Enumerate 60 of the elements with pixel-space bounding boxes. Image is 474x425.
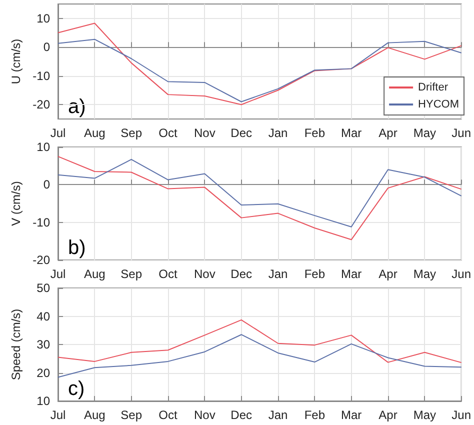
y-tick-label: 0: [43, 178, 50, 192]
line-series: [58, 334, 462, 378]
legend-label: HYCOM: [418, 98, 460, 110]
x-tick-label: Dec: [230, 408, 252, 422]
y-tick-label: 50: [36, 281, 50, 295]
x-tick-label: Sep: [120, 267, 142, 281]
x-tick-label: Nov: [194, 126, 216, 140]
x-tick-label: Oct: [158, 267, 178, 281]
y-axis-title: V (cm/s): [8, 181, 23, 226]
y-tick-label: -10: [32, 68, 50, 83]
x-tick-label: Jul: [50, 126, 66, 140]
x-tick-label: Dec: [230, 126, 252, 140]
y-axis-title: U (cm/s): [8, 38, 23, 84]
x-tick-label: Apr: [378, 408, 398, 422]
x-tick-label: Jan: [268, 408, 288, 422]
x-tick-label: Jul: [50, 267, 66, 281]
x-tick-label: Apr: [378, 267, 398, 281]
x-tick-label: May: [413, 126, 436, 140]
x-tick-label: Oct: [158, 126, 178, 140]
x-tick-label: Nov: [194, 267, 216, 281]
x-tick-label: Dec: [230, 267, 252, 281]
x-tick-label: Aug: [84, 267, 106, 281]
x-tick-label: Jun: [452, 408, 472, 422]
y-tick-label: 10: [36, 140, 50, 154]
x-tick-label: Sep: [120, 408, 142, 422]
y-tick-label: 30: [36, 338, 50, 352]
x-tick-label: Mar: [340, 126, 362, 140]
x-tick-label: Sep: [120, 126, 142, 140]
x-tick-label: Aug: [84, 408, 106, 422]
x-tick-label: Feb: [304, 408, 326, 422]
x-tick-label: Feb: [304, 267, 326, 281]
y-tick-label: -10: [32, 215, 50, 230]
y-tick-label: 20: [36, 366, 50, 380]
x-tick-label: Nov: [194, 408, 216, 422]
annotation: c): [68, 378, 85, 400]
x-tick-label: Feb: [304, 126, 326, 140]
y-tick-label: -20: [32, 253, 50, 267]
line-series: [58, 319, 462, 364]
x-tick-label: Jul: [50, 408, 66, 422]
annotation: b): [68, 237, 86, 259]
x-tick-label: Jan: [268, 267, 288, 281]
x-tick-label: Mar: [340, 408, 362, 422]
y-tick-label: 40: [36, 309, 50, 324]
y-tick-label: 0: [43, 40, 50, 54]
y-tick-label: 10: [36, 11, 50, 26]
x-tick-label: Oct: [158, 408, 178, 422]
y-tick-label: 10: [36, 394, 50, 408]
x-tick-label: Jan: [268, 126, 288, 140]
x-tick-label: Mar: [340, 267, 362, 281]
y-axis-title: Speed (cm/s): [9, 308, 23, 380]
y-tick-label: -20: [32, 98, 50, 112]
legend-label: Drifter: [418, 82, 448, 94]
x-tick-label: Apr: [378, 126, 398, 140]
x-tick-label: May: [413, 267, 436, 281]
x-tick-label: Jun: [452, 126, 472, 140]
x-tick-label: Aug: [84, 126, 106, 140]
line-series: [58, 158, 462, 228]
line-series: [58, 156, 462, 240]
x-tick-label: May: [413, 408, 436, 422]
x-tick-label: Jun: [452, 267, 472, 281]
